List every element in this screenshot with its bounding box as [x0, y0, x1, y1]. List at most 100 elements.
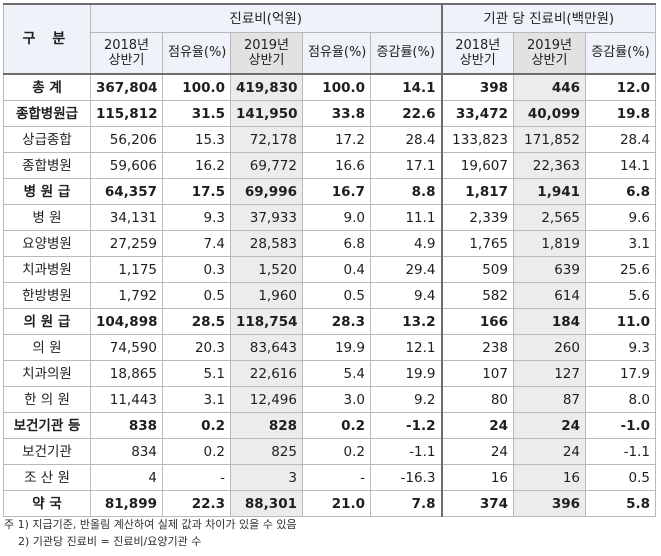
table-cell: 16 [440, 464, 514, 491]
table-cell: 22,616 [230, 360, 303, 387]
table-cell: 19,607 [440, 152, 514, 179]
table-cell: 40,099 [513, 100, 586, 127]
table-cell: 56,206 [90, 126, 163, 153]
table-cell: 3.1 [585, 230, 656, 257]
table-cell: 107 [440, 360, 514, 387]
table-cell: 8.8 [370, 178, 442, 205]
table-cell: 17.2 [302, 126, 371, 153]
table-cell: 100.0 [302, 73, 371, 101]
table-cell: 11.0 [585, 308, 656, 335]
table-row: 상급종합 56,206 15.3 72,178 17.2 28.4 133,823 171,8… [3, 126, 656, 153]
table-cell: 184 [513, 308, 586, 335]
group-header-per-institution: 기관 당 진료비(백만원) [440, 3, 656, 33]
table-cell: 0.5 [585, 464, 656, 491]
table-cell: 1,941 [513, 178, 586, 205]
row-label: 상급종합 [3, 126, 91, 153]
table-cell: 13.2 [370, 308, 442, 335]
table-cell: 15.3 [162, 126, 231, 153]
table-cell: 7.4 [162, 230, 231, 257]
row-label: 한 의 원 [3, 386, 91, 413]
table-cell: 28.4 [585, 126, 656, 153]
table-row: 종합병원 59,606 16.2 69,772 16.6 17.1 19,607 22,363… [3, 152, 656, 179]
table-body: 총 계 367,804 100.0 419,830 100.0 14.1 398 446 12.… [3, 73, 656, 517]
row-label: 보건기관 [3, 438, 91, 465]
col-header-change: 증감률(%) [370, 32, 442, 75]
footnote-2: 2) 기관당 진료비 = 진료비/요양기관 수 [4, 535, 202, 548]
table-cell: - [162, 464, 231, 491]
table-cell: 1,817 [440, 178, 514, 205]
table-cell: 21.0 [302, 490, 371, 517]
table-cell: 0.2 [162, 412, 231, 439]
header-row-top: 구 분 진료비(억원) 기관 당 진료비(백만원) [3, 3, 656, 75]
table-row: 종합병원급 115,812 31.5 141,950 33.8 22.6 33,472 40,… [3, 100, 656, 127]
header-row-columns: 2018년 상반기 점유율(%) 2019년 상반기 점유율(%) 증감률(%)… [4, 32, 656, 75]
table-cell: 0.2 [302, 412, 371, 439]
row-label: 의 원 급 [3, 308, 91, 335]
table-cell: 33.8 [302, 100, 371, 127]
table-cell: 17.1 [370, 152, 442, 179]
table-cell: 9.3 [585, 334, 656, 361]
table-cell: 28,583 [230, 230, 303, 257]
table-cell: 2,565 [513, 204, 586, 231]
table-cell: -1.0 [585, 412, 656, 439]
table-row: 한방병원 1,792 0.5 1,960 0.5 9.4 582 614 5.6 [3, 282, 656, 309]
table-cell: 1,792 [90, 282, 163, 309]
table-cell: -1.1 [370, 438, 442, 465]
table-cell: 9.0 [302, 204, 371, 231]
row-label: 총 계 [3, 73, 91, 101]
table-row: 보건기관 등 838 0.2 828 0.2 -1.2 24 24 -1.0 [3, 412, 656, 439]
table-cell: 419,830 [230, 73, 303, 101]
table-cell: 0.2 [162, 438, 231, 465]
col-header-inst-2018: 2018년 상반기 [440, 32, 514, 75]
table-cell: 5.8 [585, 490, 656, 517]
table-cell: 7.8 [370, 490, 442, 517]
table-cell: 9.3 [162, 204, 231, 231]
table-cell: -1.1 [585, 438, 656, 465]
table-cell: 509 [440, 256, 514, 283]
table-cell: 367,804 [90, 73, 163, 101]
medical-expense-table: 구 분 진료비(억원) 기관 당 진료비(백만원) 2018년 상반기 점유율(… [3, 3, 656, 517]
table-cell: 64,357 [90, 178, 163, 205]
table-cell: 1,819 [513, 230, 586, 257]
table-cell: 446 [513, 73, 586, 101]
table-cell: 3.1 [162, 386, 231, 413]
table-cell: - [302, 464, 371, 491]
table-cell: 260 [513, 334, 586, 361]
row-label: 치과병원 [3, 256, 91, 283]
row-label: 병 원 급 [3, 178, 91, 205]
table-cell: 88,301 [230, 490, 303, 517]
table-cell: 12.1 [370, 334, 442, 361]
table-cell: 100.0 [162, 73, 231, 101]
table-cell: 828 [230, 412, 303, 439]
table-cell: 3.0 [302, 386, 371, 413]
col-header-2019: 2019년 상반기 [230, 32, 303, 75]
table-cell: 59,606 [90, 152, 163, 179]
table-cell: 9.2 [370, 386, 442, 413]
table-cell: 14.1 [585, 152, 656, 179]
table-cell: 9.6 [585, 204, 656, 231]
table-cell: 28.5 [162, 308, 231, 335]
table-cell: 0.3 [162, 256, 231, 283]
table-cell: 14.1 [370, 73, 442, 101]
table-cell: 72,178 [230, 126, 303, 153]
table-cell: 5.4 [302, 360, 371, 387]
footnotes: 주 1) 지급기준, 반올림 계산하여 실제 값과 차이가 있을 수 있음 2)… [4, 516, 297, 550]
col-header-2018: 2018년 상반기 [90, 32, 163, 75]
table-cell: 20.3 [162, 334, 231, 361]
table-cell: 582 [440, 282, 514, 309]
table-row: 보건기관 834 0.2 825 0.2 -1.1 24 24 -1.1 [3, 438, 656, 465]
table-cell: 17.5 [162, 178, 231, 205]
table-cell: 24 [440, 412, 514, 439]
row-label: 약 국 [3, 490, 91, 517]
table-cell: 83,643 [230, 334, 303, 361]
table-cell: 104,898 [90, 308, 163, 335]
table-cell: 141,950 [230, 100, 303, 127]
table-cell: 19.9 [370, 360, 442, 387]
table-cell: 0.4 [302, 256, 371, 283]
table-row: 요양병원 27,259 7.4 28,583 6.8 4.9 1,765 1,819 3.1 [3, 230, 656, 257]
table-cell: 16.2 [162, 152, 231, 179]
table-cell: 22,363 [513, 152, 586, 179]
table-row: 병 원 급 64,357 17.5 69,996 16.7 8.8 1,817 1,941 6.… [3, 178, 656, 205]
table-cell: 19.8 [585, 100, 656, 127]
